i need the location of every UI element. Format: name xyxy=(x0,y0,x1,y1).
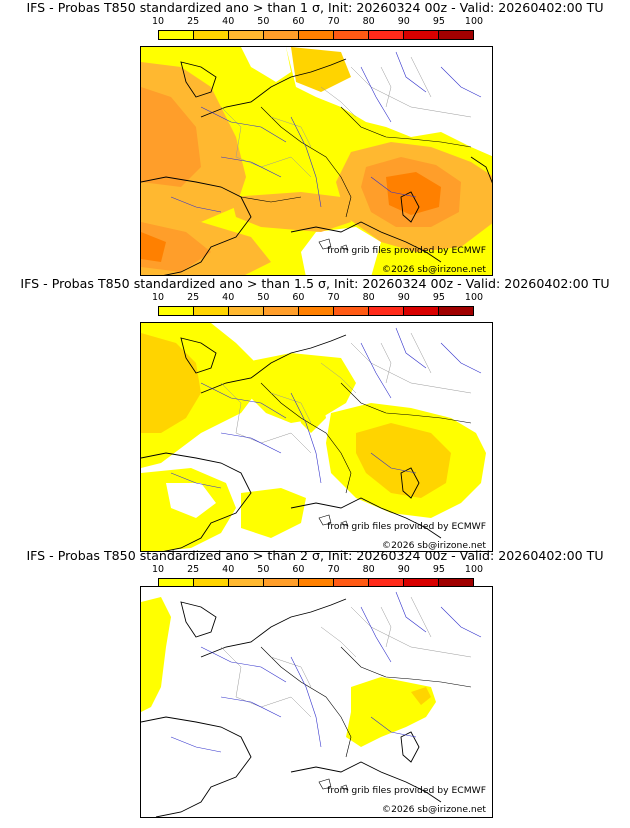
colorbar-segment xyxy=(194,579,229,587)
colorbar-tick-label: 95 xyxy=(432,292,445,303)
probability-colorbar xyxy=(158,578,474,588)
colorbar-segment xyxy=(264,307,299,315)
colorbar-segment xyxy=(439,307,473,315)
colorbar-segment xyxy=(334,307,369,315)
colorbar-segment xyxy=(299,31,334,39)
credit-copyright: ©2026 sb@irizone.net xyxy=(381,540,486,551)
credit-copyright: ©2026 sb@irizone.net xyxy=(381,804,486,815)
panel-title: IFS - Probas T850 standardized ano > tha… xyxy=(26,0,604,15)
colorbar-tick-label: 80 xyxy=(362,292,375,303)
colorbar-tick-label: 90 xyxy=(397,292,410,303)
colorbar-segment xyxy=(404,31,439,39)
colorbar-segment xyxy=(299,579,334,587)
colorbar-segment xyxy=(229,307,264,315)
colorbar-segment xyxy=(194,31,229,39)
map-canvas xyxy=(141,323,492,551)
credit-copyright: ©2026 sb@irizone.net xyxy=(381,264,486,275)
colorbar-tick-label: 25 xyxy=(187,292,200,303)
credit-source: from grib files provided by ECMWF xyxy=(327,245,486,256)
colorbar-segment xyxy=(194,307,229,315)
colorbar-tick-label: 90 xyxy=(397,16,410,27)
colorbar-tick-label: 40 xyxy=(222,564,235,575)
map-canvas xyxy=(141,587,492,817)
colorbar-tick-label: 50 xyxy=(257,564,270,575)
colorbar-tick-label: 70 xyxy=(327,16,340,27)
probability-map: from grib files provided by ECMWF ©2026 … xyxy=(140,46,493,276)
colorbar-tick-label: 40 xyxy=(222,292,235,303)
credit-source: from grib files provided by ECMWF xyxy=(327,785,486,796)
colorbar-segment xyxy=(334,31,369,39)
colorbar-tick-label: 80 xyxy=(362,564,375,575)
probability-map: from grib files provided by ECMWF ©2026 … xyxy=(140,322,493,552)
probability-map: from grib files provided by ECMWF ©2026 … xyxy=(140,586,493,818)
colorbar-segment xyxy=(439,31,473,39)
colorbar-tick-label: 25 xyxy=(187,564,200,575)
colorbar-tick-label: 50 xyxy=(257,16,270,27)
colorbar-segment xyxy=(404,307,439,315)
colorbar-segment xyxy=(369,307,404,315)
colorbar-segment xyxy=(334,579,369,587)
colorbar-tick-label: 10 xyxy=(151,16,165,27)
colorbar-segment xyxy=(159,31,194,39)
colorbar-tick-label: 50 xyxy=(257,292,270,303)
colorbar-tick-label: 70 xyxy=(327,292,340,303)
colorbar-tick-labels: 10 25 40 50 60 70 80 90 95 100 xyxy=(152,564,483,578)
panel-1-sigma: IFS - Probas T850 standardized ano > tha… xyxy=(0,0,630,276)
colorbar-segment xyxy=(369,31,404,39)
panel-1-5-sigma: IFS - Probas T850 standardized ano > tha… xyxy=(0,276,630,552)
colorbar-segment xyxy=(264,579,299,587)
colorbar-segment xyxy=(369,579,404,587)
colorbar-tick-label: 100 xyxy=(464,16,484,27)
colorbar-tick-label: 100 xyxy=(464,564,484,575)
colorbar-tick-label: 95 xyxy=(432,16,445,27)
panel-2-sigma: IFS - Probas T850 standardized ano > tha… xyxy=(0,548,630,824)
colorbar-tick-label: 100 xyxy=(464,292,484,303)
colorbar-segment xyxy=(229,579,264,587)
colorbar-tick-label: 90 xyxy=(397,564,410,575)
colorbar-tick-label: 60 xyxy=(292,564,305,575)
colorbar-segment xyxy=(159,579,194,587)
colorbar-tick-label: 25 xyxy=(187,16,200,27)
colorbar-tick-label: 60 xyxy=(292,16,305,27)
colorbar-segment xyxy=(404,579,439,587)
colorbar-tick-label: 60 xyxy=(292,292,305,303)
map-canvas xyxy=(141,47,492,275)
colorbar-tick-label: 10 xyxy=(151,564,165,575)
colorbar-tick-label: 95 xyxy=(432,564,445,575)
credit-source: from grib files provided by ECMWF xyxy=(327,521,486,532)
probability-colorbar xyxy=(158,30,474,40)
colorbar-segment xyxy=(159,307,194,315)
panel-title: IFS - Probas T850 standardized ano > tha… xyxy=(20,276,610,291)
colorbar-segment xyxy=(299,307,334,315)
colorbar-segment xyxy=(229,31,264,39)
colorbar-tick-labels: 10 25 40 50 60 70 80 90 95 100 xyxy=(152,16,483,30)
colorbar-tick-label: 10 xyxy=(151,292,165,303)
panel-title: IFS - Probas T850 standardized ano > tha… xyxy=(26,548,604,563)
probability-colorbar xyxy=(158,306,474,316)
colorbar-segment xyxy=(264,31,299,39)
colorbar-segment xyxy=(439,579,473,587)
colorbar-tick-label: 70 xyxy=(327,564,340,575)
colorbar-tick-label: 40 xyxy=(222,16,235,27)
colorbar-tick-labels: 10 25 40 50 60 70 80 90 95 100 xyxy=(152,292,483,306)
colorbar-tick-label: 80 xyxy=(362,16,375,27)
